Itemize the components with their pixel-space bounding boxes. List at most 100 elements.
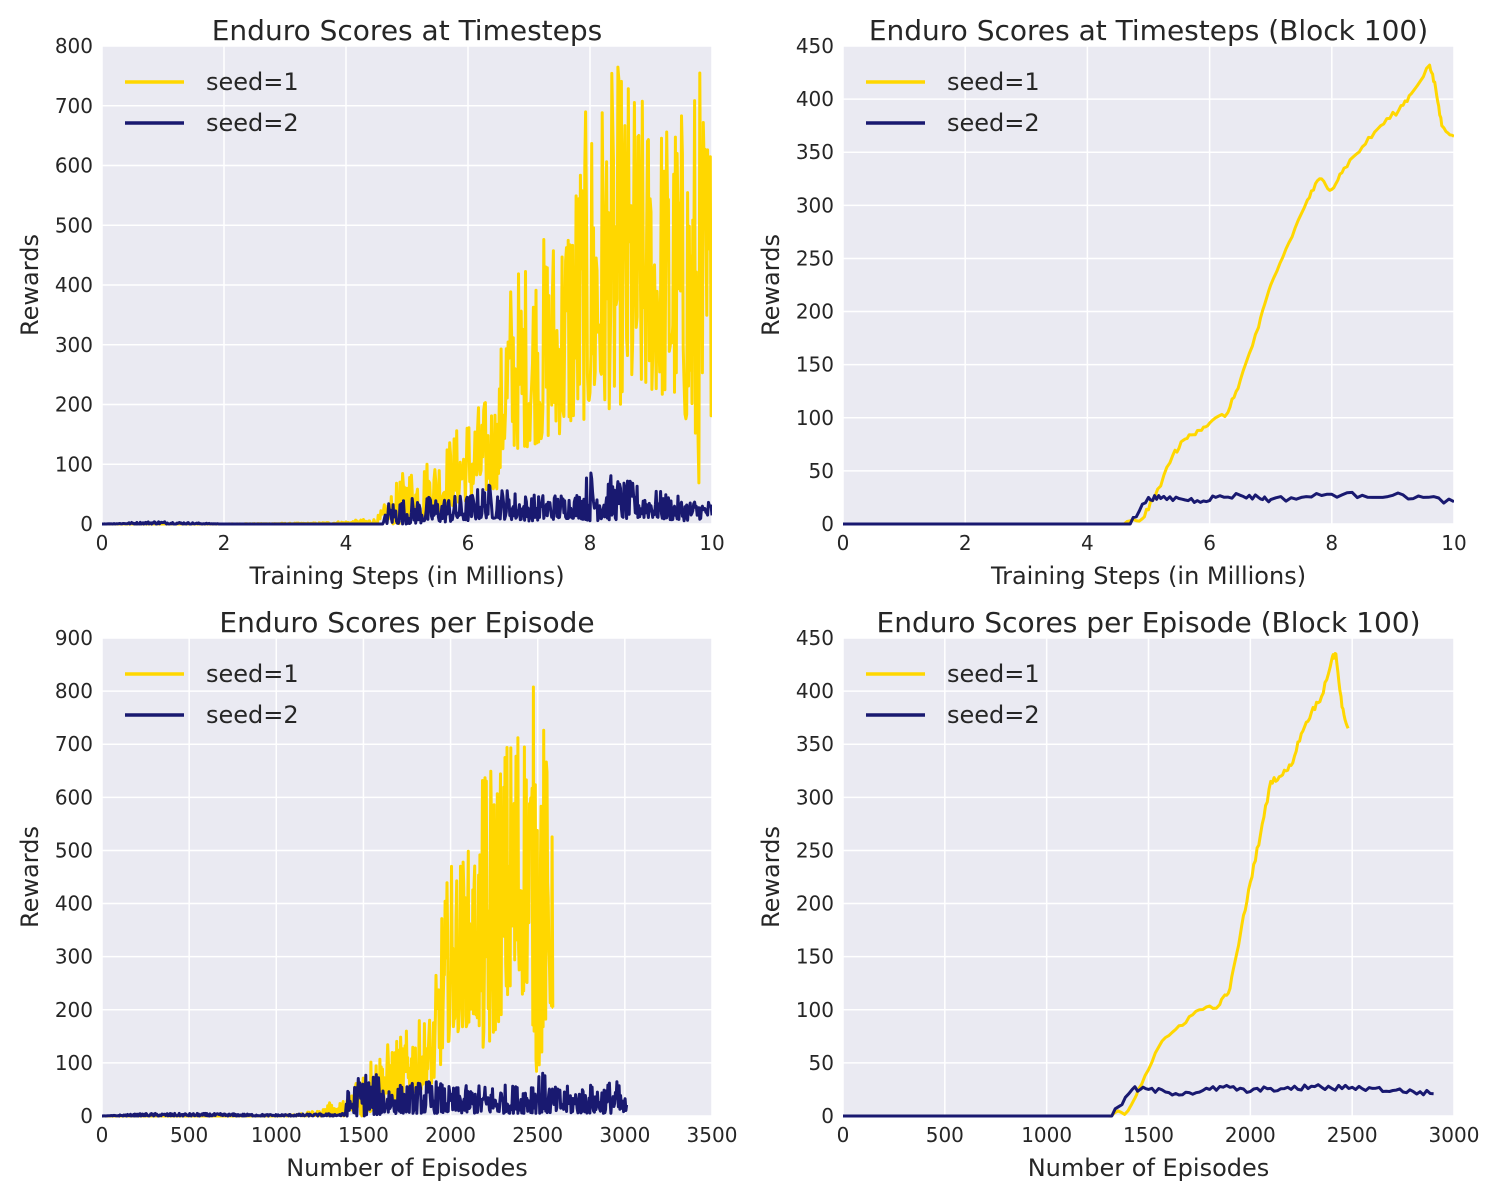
y-tick-label: 100 [796,406,834,430]
x-tick-label: 4 [340,531,353,555]
x-tick-label: 8 [584,531,597,555]
y-tick-label: 700 [55,94,93,118]
y-tick-label: 250 [796,246,834,270]
legend-label: seed=1 [947,660,1040,688]
legend: seed=1 seed=2 [125,660,299,729]
x-tick-label: 2000 [1225,1123,1276,1147]
series-line-seed-1 [843,63,1454,526]
y-tick-label: 50 [809,459,834,483]
x-axis-label: Number of Episodes [1028,1154,1270,1182]
y-axis-label: Rewards [16,234,44,336]
y-tick-label: 0 [821,1104,834,1128]
y-tick-label: 800 [55,679,93,703]
x-tick-label: 8 [1325,531,1338,555]
y-tick-label: 0 [821,512,834,536]
y-tick-label: 300 [55,945,93,969]
y-tick-label: 0 [80,1104,93,1128]
series-line-seed-2 [102,1071,629,1118]
x-axis-label: Training Steps (in Millions) [248,562,564,590]
y-tick-label: 200 [55,998,93,1022]
x-tick-label: 6 [1203,531,1216,555]
series-line-seed-2 [843,490,1454,526]
legend-label: seed=2 [206,109,299,137]
y-tick-label: 100 [796,998,834,1022]
x-tick-label: 3500 [687,1123,738,1147]
x-tick-label: 1000 [1021,1123,1072,1147]
y-tick-label: 0 [80,512,93,536]
x-tick-label: 500 [926,1123,964,1147]
legend: seed=1 seed=2 [125,68,299,137]
y-tick-label: 500 [55,213,93,237]
y-tick-label: 400 [55,273,93,297]
x-tick-label: 0 [837,531,850,555]
x-tick-label: 0 [96,531,109,555]
y-tick-label: 50 [809,1051,834,1075]
y-axis-label: Rewards [757,826,785,928]
legend: seed=1 seed=2 [866,68,1040,137]
x-tick-label: 2 [959,531,972,555]
y-tick-label: 450 [796,34,834,58]
legend-label: seed=1 [206,660,299,688]
y-tick-label: 400 [796,87,834,111]
legend-label: seed=2 [947,701,1040,729]
y-tick-label: 800 [55,34,93,58]
x-tick-label: 10 [699,531,724,555]
y-tick-label: 350 [796,732,834,756]
y-tick-label: 900 [55,626,93,650]
x-tick-label: 6 [462,531,475,555]
y-tick-label: 400 [796,679,834,703]
chart-title: Enduro Scores per Episode [219,606,594,639]
x-tick-label: 10 [1441,531,1466,555]
y-tick-label: 300 [796,785,834,809]
x-tick-label: 2000 [425,1123,476,1147]
legend-label: seed=2 [206,701,299,729]
y-tick-label: 100 [55,452,93,476]
series-line-seed-1 [843,652,1350,1118]
x-axis-label: Training Steps (in Millions) [990,562,1306,590]
x-tick-label: 1000 [251,1123,302,1147]
chart-panel-1: 0 2 4 6 8 100100200300400500600700800seed=1se… [16,14,725,590]
y-tick-label: 700 [55,732,93,756]
y-tick-label: 500 [55,838,93,862]
y-tick-label: 400 [55,892,93,916]
chart-title: Enduro Scores per Episode (Block 100) [877,606,1421,639]
y-tick-label: 200 [796,892,834,916]
legend: seed=1 seed=2 [866,660,1040,729]
y-tick-label: 200 [796,300,834,324]
x-tick-label: 3000 [1429,1123,1480,1147]
x-tick-label: 0 [96,1123,109,1147]
series-line-seed-2 [102,471,712,526]
y-tick-label: 300 [796,193,834,217]
x-tick-label: 3000 [599,1123,650,1147]
y-axis-label: Rewards [16,826,44,928]
x-tick-label: 1500 [1123,1123,1174,1147]
x-tick-label: 2500 [512,1123,563,1147]
y-tick-label: 100 [55,1051,93,1075]
y-tick-label: 450 [796,626,834,650]
y-tick-label: 150 [796,945,834,969]
chart-title: Enduro Scores at Timesteps [212,14,603,47]
y-tick-label: 250 [796,838,834,862]
y-axis-label: Rewards [757,234,785,336]
x-axis-label: Number of Episodes [286,1154,528,1182]
chart-title: Enduro Scores at Timesteps (Block 100) [869,14,1428,47]
chart-panel-2: 0 2 4 6 8 10050100150200250300350400450seed=1… [757,14,1467,590]
y-tick-label: 300 [55,333,93,357]
series-line-seed-2 [843,1083,1434,1118]
legend-label: seed=1 [206,68,299,96]
x-tick-label: 2 [218,531,231,555]
y-tick-label: 600 [55,154,93,178]
chart-panel-3: 0 500 1000 1500 2000 2500 3000 3500 0 100 200 300 40… [16,606,737,1182]
y-tick-label: 600 [55,785,93,809]
x-tick-label: 500 [170,1123,208,1147]
y-tick-label: 150 [796,353,834,377]
legend-label: seed=2 [947,109,1040,137]
x-tick-label: 0 [837,1123,850,1147]
chart-panel-4: 0 500 1000 1500 2000 2500 3000 0 50 100 150 200 250 3… [757,606,1479,1182]
x-tick-label: 4 [1081,531,1094,555]
y-tick-label: 200 [55,393,93,417]
x-tick-label: 1500 [338,1123,389,1147]
legend-label: seed=1 [947,68,1040,96]
plot-area [843,46,1454,524]
